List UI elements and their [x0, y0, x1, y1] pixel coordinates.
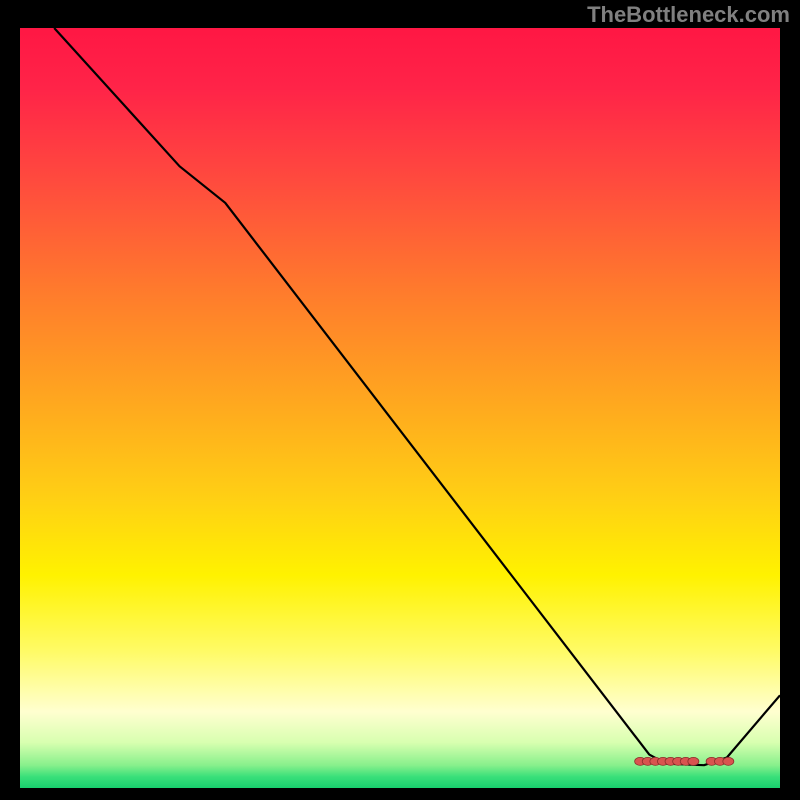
chart-container: TheBottleneck.com: [0, 0, 800, 800]
plot-area: [20, 28, 780, 788]
watermark-text: TheBottleneck.com: [587, 2, 790, 28]
bottleneck-curve: [54, 28, 780, 765]
data-point: [723, 757, 734, 765]
chart-svg: [20, 28, 780, 788]
data-point: [688, 757, 699, 765]
